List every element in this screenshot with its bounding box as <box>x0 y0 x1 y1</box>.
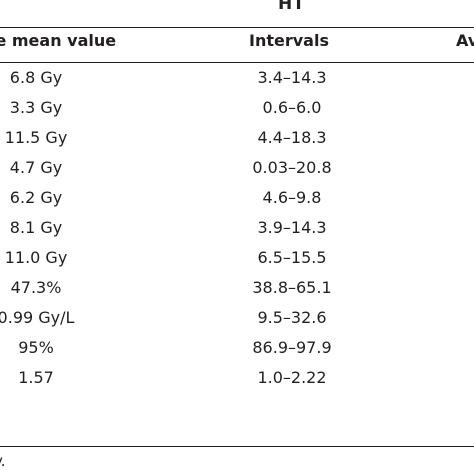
table-row: 1.57 1.0–2.22 <box>0 363 474 393</box>
table-row: 3.3 Gy 0.6–6.0 <box>0 93 474 123</box>
table-row: 6.8 Gy 3.4–14.3 <box>0 63 474 93</box>
table-row: 11.0 Gy 6.5–15.5 <box>0 243 474 273</box>
interval-value-cell: 38.8–65.1 <box>252 278 332 297</box>
average-value-cell: 11.0 Gy <box>4 248 68 267</box>
average-value-cell: 1.57 <box>18 368 54 387</box>
table-row: 0.99 Gy/L 9.5–32.6 <box>0 303 474 333</box>
average-value-cell: 6.8 Gy <box>9 68 63 87</box>
interval-value-cell: 0.03–20.8 <box>252 158 332 177</box>
group-rule <box>0 27 474 28</box>
header-rule <box>0 62 474 63</box>
table-row: 4.7 Gy 0.03–20.8 <box>0 153 474 183</box>
table-row: 11.5 Gy 4.4–18.3 <box>0 123 474 153</box>
average-value-cell: 4.7 Gy <box>9 158 63 177</box>
interval-value-cell: 9.5–32.6 <box>257 308 327 327</box>
interval-value-cell: 86.9–97.9 <box>252 338 332 357</box>
table-row: 47.3% 38.8–65.1 <box>0 273 474 303</box>
average-value-cell: 95% <box>18 338 54 357</box>
bottom-rule <box>0 446 474 447</box>
average-value-cell: 11.5 Gy <box>4 128 68 147</box>
interval-value-cell: 3.9–14.3 <box>257 218 327 237</box>
next-group-column-header: Av <box>456 31 474 50</box>
interval-value-cell: 0.6–6.0 <box>262 98 322 117</box>
table-row: 8.1 Gy 3.9–14.3 <box>0 213 474 243</box>
interval-value-cell: 1.0–2.22 <box>257 368 327 387</box>
table-row: 6.2 Gy 4.6–9.8 <box>0 183 474 213</box>
table-footnote: y. <box>0 452 6 470</box>
average-value-cell: 0.99 Gy/L <box>0 308 75 327</box>
interval-value-cell: 4.4–18.3 <box>257 128 327 147</box>
interval-value-cell: 4.6–9.8 <box>262 188 322 207</box>
average-value-cell: 47.3% <box>10 278 62 297</box>
interval-value-cell: 6.5–15.5 <box>257 248 327 267</box>
average-value-cell: 8.1 Gy <box>9 218 63 237</box>
average-value-cell: 3.3 Gy <box>9 98 63 117</box>
average-value-cell: 6.2 Gy <box>9 188 63 207</box>
intervals-column-header: Intervals <box>249 31 329 50</box>
interval-value-cell: 3.4–14.3 <box>257 68 327 87</box>
table-row: 95% 86.9–97.9 <box>0 333 474 363</box>
ht-group-title: HT <box>278 0 305 14</box>
average-column-header: ge mean value <box>0 31 117 50</box>
